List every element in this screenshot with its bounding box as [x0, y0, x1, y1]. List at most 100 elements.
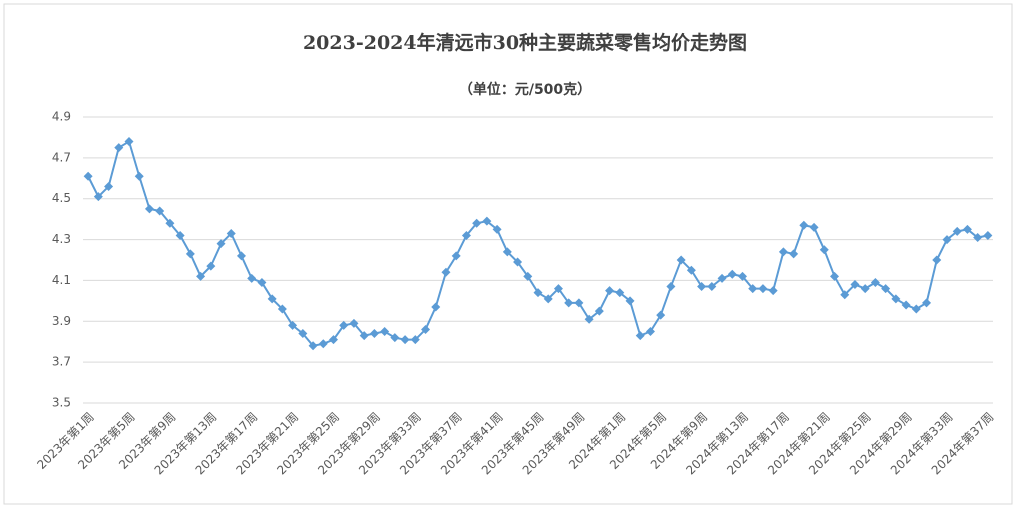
data-point — [789, 249, 799, 259]
data-point — [523, 271, 533, 281]
data-point — [390, 333, 400, 343]
data-point — [288, 320, 298, 330]
data-point — [369, 329, 379, 339]
data-point — [359, 331, 369, 341]
data-point — [155, 206, 165, 216]
chart-title: 2023-2024年清远市30种主要蔬菜零售均价走势图 — [303, 31, 747, 54]
data-point — [932, 255, 942, 265]
data-point — [124, 137, 134, 147]
data-point — [952, 226, 962, 236]
y-tick-label: 3.7 — [52, 355, 71, 369]
data-point — [553, 284, 563, 294]
data-point — [778, 247, 788, 257]
data-point — [727, 269, 737, 279]
y-tick-label: 4.5 — [52, 191, 71, 205]
y-tick-label: 4.1 — [52, 273, 71, 287]
y-tick-label: 4.7 — [52, 150, 71, 164]
data-point — [717, 273, 727, 283]
data-point — [144, 204, 154, 214]
data-point — [891, 294, 901, 304]
data-point — [267, 294, 277, 304]
data-point — [707, 282, 717, 292]
data-point — [185, 249, 195, 259]
data-point — [134, 171, 144, 181]
data-point — [584, 314, 594, 324]
data-point — [799, 220, 809, 230]
data-point — [236, 251, 246, 261]
y-tick-label: 4.3 — [52, 232, 71, 246]
data-point — [400, 335, 410, 345]
data-point — [645, 327, 655, 336]
data-point — [339, 320, 349, 330]
data-point — [216, 239, 226, 249]
data-point — [809, 222, 819, 232]
data-point — [635, 331, 645, 341]
data-point — [901, 300, 911, 310]
data-point — [165, 218, 175, 228]
data-point — [421, 324, 431, 334]
data-point — [840, 290, 850, 300]
data-point — [451, 251, 461, 261]
data-point — [625, 296, 635, 306]
data-point — [881, 284, 891, 294]
data-point — [533, 288, 543, 298]
data-point — [911, 304, 921, 314]
data-point — [748, 284, 758, 294]
data-point — [574, 298, 584, 308]
data-point — [697, 282, 707, 292]
data-point — [983, 230, 993, 240]
data-point — [441, 267, 451, 277]
data-point — [83, 171, 93, 181]
data-point — [686, 265, 696, 275]
data-point — [737, 271, 747, 281]
data-point — [196, 271, 206, 281]
data-point — [93, 192, 103, 202]
data-point — [461, 230, 471, 240]
data-point — [922, 298, 932, 308]
data-point — [329, 335, 339, 345]
data-point — [962, 224, 972, 234]
data-point — [410, 335, 420, 345]
data-point — [676, 255, 686, 265]
data-point — [298, 329, 308, 339]
data-point — [605, 286, 615, 296]
data-point — [564, 298, 574, 308]
data-point — [819, 245, 829, 255]
data-point — [502, 247, 512, 257]
data-point — [492, 224, 502, 234]
y-tick-label: 4.9 — [52, 110, 71, 124]
data-point — [318, 339, 328, 349]
y-tick-label: 3.9 — [52, 314, 71, 328]
data-point — [482, 216, 492, 226]
data-point — [175, 230, 185, 240]
data-point — [870, 277, 880, 287]
data-point — [247, 273, 257, 283]
data-point — [431, 302, 441, 312]
data-point — [656, 310, 666, 320]
data-point — [380, 327, 390, 336]
y-tick-label: 3.5 — [52, 396, 71, 410]
data-point — [349, 318, 359, 328]
data-point — [942, 235, 952, 245]
data-point — [513, 257, 523, 267]
data-point — [850, 280, 860, 290]
data-point — [257, 277, 267, 287]
data-point — [114, 143, 124, 153]
chart-subtitle: （单位：元/500克） — [459, 81, 591, 98]
data-point — [860, 284, 870, 294]
data-point — [594, 306, 604, 316]
data-point — [104, 181, 114, 191]
data-point — [277, 304, 287, 314]
data-point — [308, 341, 318, 351]
data-point — [666, 282, 676, 292]
data-point — [830, 271, 840, 281]
data-point — [543, 294, 553, 304]
data-point — [768, 286, 778, 296]
data-point — [206, 261, 216, 271]
data-point — [615, 288, 625, 298]
data-point — [973, 233, 983, 243]
data-point — [758, 284, 768, 294]
data-point — [472, 218, 482, 228]
data-point — [226, 228, 236, 238]
